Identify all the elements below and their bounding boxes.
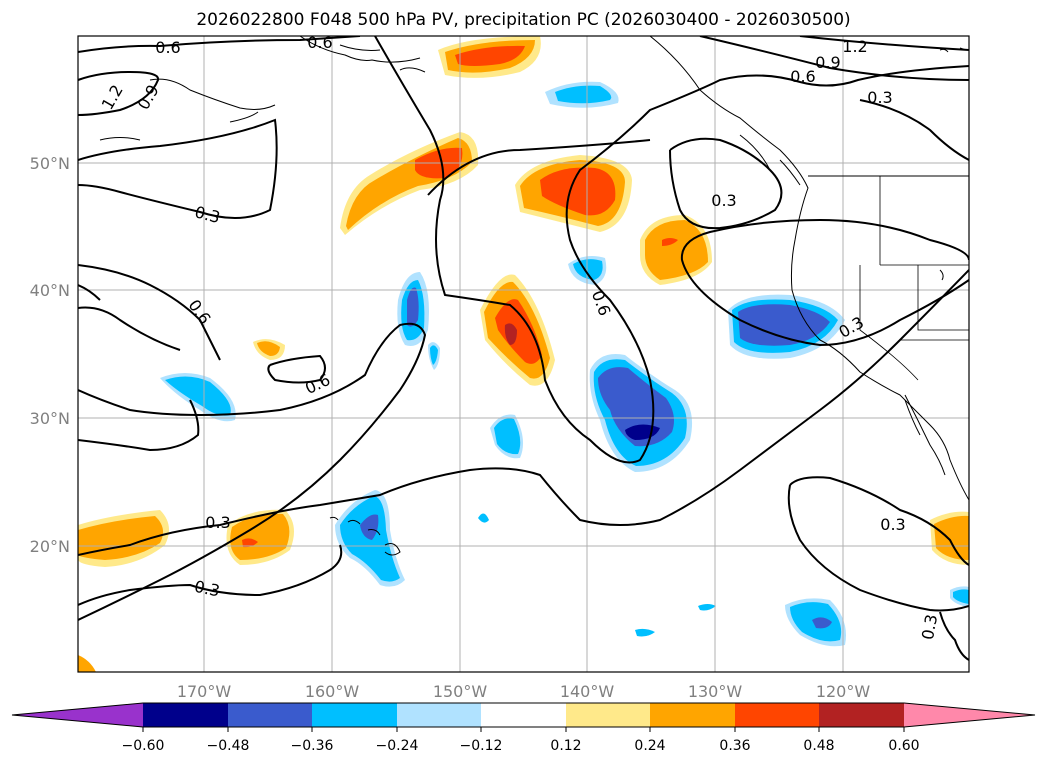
precip-shading [78,36,969,672]
lat-label-50n: 50°N [30,154,70,173]
colorbar-tick: 0.60 [888,738,919,754]
colorbar-segment [312,703,397,727]
us-state-borders [859,176,969,381]
pv-contours [78,36,969,661]
colorbar-segment [143,703,228,727]
colorbar-tick: −0.24 [376,738,419,754]
lat-label-30n: 30°N [30,409,70,428]
lat-label-40n: 40°N [30,281,70,300]
contour-label: 1.2 [842,37,867,56]
baja-coast [904,394,946,476]
page-title: 2026022800 F048 500 hPa PV, precipitatio… [196,10,851,30]
colorbar-tick: 0.12 [550,738,581,754]
colorbar-segment [481,703,566,727]
longitude-labels: 170°W 160°W 150°W 140°W 130°W 120°W [177,682,871,701]
lon-label-150w: 150°W [433,682,488,701]
coastlines [99,36,969,556]
contour-label: 0.3 [193,577,222,601]
contour-label: 0.6 [307,33,332,52]
contour-label: 0.3 [867,88,892,107]
gridlines [78,36,969,672]
contour-label: 0.9 [134,81,163,113]
colorbar-tick: −0.48 [207,738,250,754]
colorbar-tick: 0.36 [719,738,750,754]
colorbar-tick: 0.48 [803,738,834,754]
colorbar-tick: −0.12 [460,738,503,754]
contour-0.3-south [78,269,969,556]
contour-label: 0.3 [193,202,223,227]
colorbar-segment [904,703,1035,727]
contour-label: 0.6 [155,38,180,57]
colorbar-segment [397,703,481,727]
contour-0.6-east [680,218,969,347]
lon-label-120w: 120°W [816,682,871,701]
contour-label: 0.3 [205,513,230,532]
colorbar: −0.60 −0.48 −0.36 −0.24 −0.12 0.12 0.24 … [11,702,1036,754]
contour-0.6-north [78,36,361,53]
colorbar-segment [735,703,819,727]
contour-label: 0.9 [815,53,840,72]
contour-label: 0.6 [588,288,615,318]
colorbar-tick: −0.60 [122,738,165,754]
colorbar-segment [650,703,735,727]
lon-label-170w: 170°W [177,682,232,701]
colorbar-segment [12,703,143,727]
contour-label: 0.6 [302,370,333,398]
contour-label: 0.3 [918,613,941,641]
alaska-coast [299,36,426,73]
lon-label-140w: 140°W [560,682,615,701]
contour-0.3-southeast [787,476,969,612]
lat-label-20n: 20°N [30,537,70,556]
contour-0.6-west [78,264,221,361]
colorbar-segment [228,703,312,727]
north-america-coast [649,36,969,501]
contour-label: 0.6 [184,296,214,328]
contour-0.6-south [78,322,427,621]
hawaii-islands [329,516,401,556]
colorbar-tick: 0.24 [634,738,665,754]
colorbar-segment [819,703,904,727]
contour-label: 0.3 [711,191,736,210]
latitude-labels: 20°N 30°N 40°N 50°N [30,154,70,556]
colorbar-tick: −0.36 [291,738,334,754]
lon-label-160w: 160°W [305,682,360,701]
contour-label: 0.6 [790,67,815,86]
lon-label-130w: 130°W [688,682,743,701]
contour-label: 0.3 [880,515,905,534]
map-frame [77,35,970,673]
colorbar-segment [566,703,650,727]
contour-0.3-central [374,36,969,464]
contour-0.3-42n [669,137,783,230]
